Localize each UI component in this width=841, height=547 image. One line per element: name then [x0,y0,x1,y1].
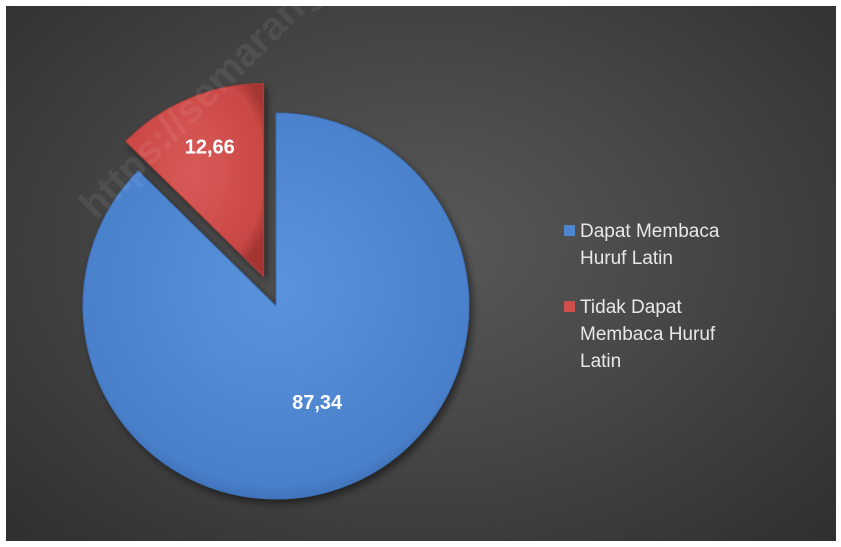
pie-slice-tidak-dapat [125,82,265,278]
legend-swatch-blue [564,225,575,236]
legend: Dapat Membaca Huruf Latin Tidak Dapat Me… [564,218,824,397]
data-label-tidak-dapat: 12,66 [185,137,235,159]
legend-item-dapat: Dapat Membaca Huruf Latin [564,218,824,272]
legend-label-tidak-dapat: Tidak Dapat Membaca Huruf Latin [580,297,716,372]
pie-slice-dapat [82,112,470,500]
legend-swatch-red [564,301,575,312]
data-label-dapat: 87,34 [292,392,343,414]
legend-item-tidak-dapat: Tidak Dapat Membaca Huruf Latin [564,294,824,375]
legend-label-dapat: Dapat Membaca Huruf Latin [580,221,720,269]
chart-area: 87,34 12,66 https://semarang Dapat Membac… [6,6,836,541]
